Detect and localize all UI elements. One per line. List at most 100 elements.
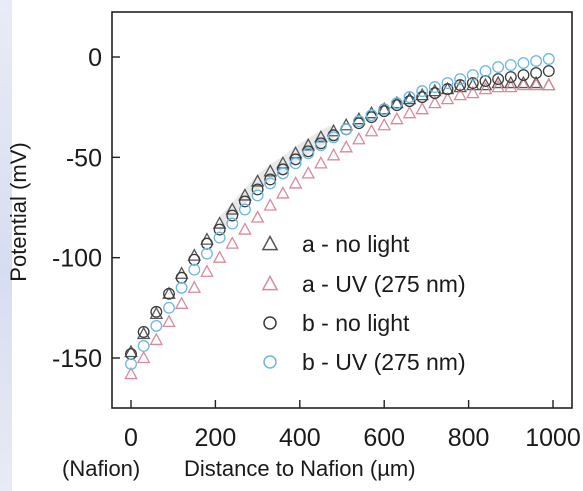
legend-entry: a - UV (275 nm) [261,271,466,297]
data-point [492,73,505,86]
data-point [415,101,429,115]
data-point [530,67,543,80]
legend-marker [261,234,279,251]
data-point [516,77,531,91]
data-point [478,77,493,91]
data-point [529,75,543,89]
data-point [415,87,429,101]
data-point [238,203,251,216]
legend-label: b - UV (275 nm) [302,349,466,375]
data-markers [124,53,556,380]
data-point [517,69,530,82]
data-point [136,350,151,364]
data-point [491,79,505,93]
data-point [365,109,378,122]
data-point [326,147,341,161]
data-point [441,77,454,90]
x-tick-label: 800 [448,424,490,452]
data-point [428,95,442,109]
data-point [175,281,188,294]
data-point [516,75,531,89]
data-point [288,176,303,189]
series-2-points [124,77,556,380]
error-band-shape [219,124,334,233]
data-point [226,209,239,222]
legend-marker [263,355,277,369]
data-point [466,77,479,90]
data-point [137,340,150,352]
legend: a - no light a - UV (275 nm) b - no light b… [261,231,466,375]
data-point [150,319,163,332]
data-point [289,153,302,166]
error-band [219,124,334,233]
data-point [403,91,416,104]
data-point [124,366,138,380]
data-point [213,231,226,244]
data-point [125,358,137,370]
x-axis-prefix: (Nafion) [62,456,140,481]
data-point [377,101,391,115]
data-point [529,77,543,91]
data-point [440,91,455,105]
data-point [339,139,354,153]
data-point [251,183,264,196]
data-point [136,326,151,340]
data-point [542,53,555,65]
data-point [162,314,176,328]
x-axis-title: Distance to Nafion (µm) [184,456,416,481]
legend-marker [263,316,277,330]
data-point [402,105,417,119]
data-point [478,81,493,95]
y-tick-label: -50 [66,144,102,172]
data-point [163,287,175,300]
data-point [492,61,505,73]
y-tick-label: 0 [88,44,102,72]
legend-entry: a - no light [261,231,410,257]
series-4-points [125,53,555,370]
data-point [187,280,202,293]
data-point [162,286,176,299]
data-point [212,250,227,263]
legend-marker [261,274,279,291]
data-point [504,75,518,89]
data-point [276,167,289,180]
data-point [302,147,315,160]
data-point [466,77,480,91]
y-axis-ticks: 0 -50 -100 -150 [52,44,120,373]
data-point [174,296,189,309]
data-point [301,166,316,179]
data-point [263,198,278,211]
data-point [238,195,251,208]
legend-entry: b - UV (275 nm) [263,349,466,375]
legend-label: b - no light [302,310,410,336]
data-point [390,111,404,125]
data-point [352,115,365,128]
data-point [390,97,403,110]
data-point [542,65,555,77]
legend-entry: b - no light [263,310,410,336]
y-tick-label: -100 [52,245,102,273]
data-point [188,263,201,276]
data-point [491,75,505,89]
data-point [327,131,340,144]
data-point [212,216,227,229]
x-tick-label: 600 [363,424,405,452]
data-point [517,57,530,69]
data-point [137,325,150,338]
data-point [250,174,265,187]
data-point [150,305,163,318]
data-point [466,85,480,99]
x-tick-label: 200 [195,424,237,452]
x-axis-ticks: 0 200 400 600 800 1000 [124,400,581,452]
x-tick-label: 0 [124,424,138,452]
y-axis-title: Potential (mV) [6,142,31,281]
data-point [441,83,454,96]
data-point [124,344,138,358]
data-point [428,87,441,100]
data-point [314,129,328,143]
data-point [340,123,353,136]
data-point [301,137,316,151]
data-point [149,332,164,346]
data-point [378,103,391,116]
